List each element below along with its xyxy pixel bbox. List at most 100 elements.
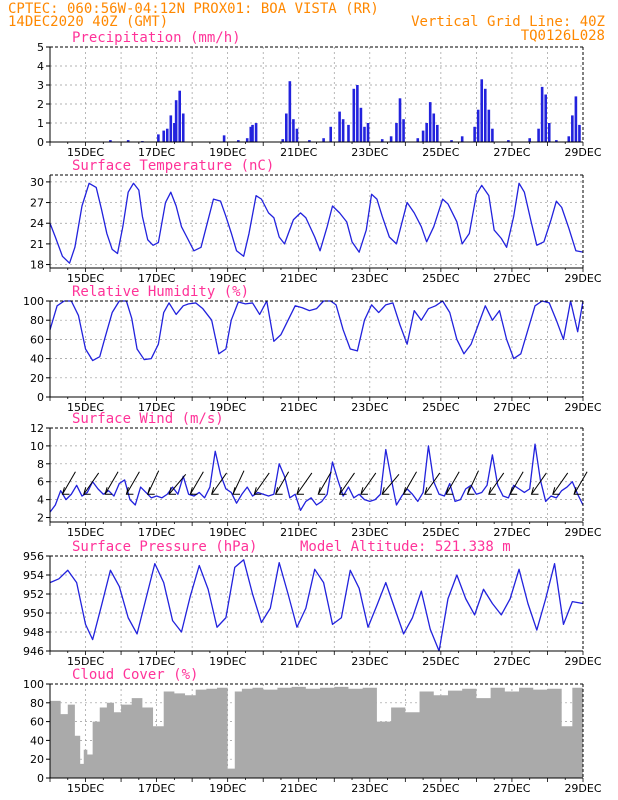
wind-arrow xyxy=(466,470,479,495)
wind-arrow xyxy=(211,472,227,495)
precip-bar xyxy=(537,128,540,142)
wind-arrow xyxy=(530,472,547,495)
rh-xtick-label: 21DEC xyxy=(280,401,317,414)
precip-bar xyxy=(450,140,453,142)
wind-arrow-head xyxy=(83,487,91,495)
precip-ytick-label: 3 xyxy=(37,79,44,92)
precip-xtick-label: 19DEC xyxy=(209,146,246,159)
wind-arrow-shaft xyxy=(296,472,313,495)
precip-bar xyxy=(473,126,476,142)
rh-xtick-label: 15DEC xyxy=(67,401,104,414)
precip-bar xyxy=(157,134,160,142)
header-station: CPTEC: 060:56W-04:12N PROX01: BOA VISTA … xyxy=(8,1,379,17)
wind-arrow-shaft xyxy=(573,471,588,495)
precip-ytick-label: 0 xyxy=(37,136,44,149)
precip-xtick-label: 23DEC xyxy=(351,146,388,159)
pressure-xtick-label: 25DEC xyxy=(422,655,459,668)
pressure-ytick-label: 948 xyxy=(23,626,44,639)
cloud-ytick-label: 20 xyxy=(30,753,44,766)
pressure-ytick-label: 952 xyxy=(23,588,44,601)
wind-xtick-label: 21DEC xyxy=(280,526,317,539)
wind-arrow-head xyxy=(211,487,219,495)
wind-arrow-head xyxy=(424,487,432,495)
cloud-xtick-label: 17DEC xyxy=(138,782,175,795)
wind-arrow-head xyxy=(104,487,113,495)
rh-title: Relative Humidity (%) xyxy=(72,284,249,300)
temp-series-line xyxy=(49,182,584,264)
wind-xtick-label: 19DEC xyxy=(209,526,246,539)
precip-bar xyxy=(366,123,370,142)
precip-ytick-label: 2 xyxy=(37,98,44,111)
wind-arrow-shaft xyxy=(381,474,400,495)
wind-arrow xyxy=(573,471,588,495)
wind-ytick-label: 12 xyxy=(30,422,44,435)
temp-xtick-label: 23DEC xyxy=(351,272,388,285)
cloud-area xyxy=(50,686,583,778)
wind-arrow-shaft xyxy=(147,470,160,495)
wind-arrow xyxy=(125,471,140,495)
precip-bar xyxy=(174,100,178,142)
precip-bar xyxy=(329,126,333,142)
wind-arrow xyxy=(104,471,119,495)
wind-arrow-head xyxy=(147,487,155,495)
precip-bar xyxy=(544,94,547,142)
precip-bar xyxy=(181,113,185,142)
pressure-xtick-label: 21DEC xyxy=(280,655,317,668)
wind-arrow xyxy=(189,471,204,495)
pressure-panel: 946 948 950 952 954 956 15DEC 17DEC 19DEC 21DEC 23… xyxy=(23,539,602,668)
precip-bar xyxy=(352,88,356,142)
precip-bar xyxy=(480,79,484,142)
wind-arrow-head xyxy=(168,487,177,495)
wind-arrow-shaft xyxy=(339,472,355,495)
pressure-xtick-label: 23DEC xyxy=(351,655,388,668)
rh-ytick-label: 80 xyxy=(30,314,44,327)
wind-arrow-shaft xyxy=(317,471,332,495)
precip-bar xyxy=(254,123,258,142)
pressure-series-line xyxy=(49,559,584,652)
wind-xtick-label: 15DEC xyxy=(67,526,104,539)
precip-bar xyxy=(292,119,295,142)
wind-arrow-head xyxy=(296,487,304,495)
precip-ytick-label: 1 xyxy=(37,117,44,130)
wind-series-line xyxy=(49,443,584,513)
wind-panel: 2 4 6 8 10 12 15DEC 17DEC 19DEC 21DEC 23DEC 25DEC 27… xyxy=(30,411,602,539)
rh-ytick-label: 60 xyxy=(30,333,44,346)
temp-ytick-label: 30 xyxy=(30,176,44,189)
rh-xtick-label: 29DEC xyxy=(564,401,601,414)
wind-arrow-shaft xyxy=(403,471,417,495)
temp-xtick-label: 25DEC xyxy=(422,272,459,285)
temp-ytick-label: 24 xyxy=(30,217,44,230)
rh-ytick-label: 40 xyxy=(30,353,44,366)
header-grid-note: Vertical Grid Line: 40Z xyxy=(411,14,605,30)
precip-bar xyxy=(528,138,531,142)
precip-bar xyxy=(416,138,420,142)
wind-ytick-label: 4 xyxy=(37,494,44,507)
rh-xtick-label: 17DEC xyxy=(138,401,175,414)
cloud-xtick-label: 19DEC xyxy=(209,782,246,795)
wind-arrow-head xyxy=(232,487,240,495)
wind-arrow-head xyxy=(189,487,198,495)
rh-xtick-label: 23DEC xyxy=(351,401,388,414)
wind-arrow-head xyxy=(125,487,134,495)
wind-arrow xyxy=(168,474,187,495)
wind-xtick-label: 27DEC xyxy=(493,526,530,539)
precip-bar xyxy=(341,119,345,142)
precip-bar xyxy=(251,124,254,142)
cloud-ytick-label: 40 xyxy=(30,734,44,747)
wind-ytick-label: 10 xyxy=(30,440,44,453)
precip-title: Precipitation (mm/h) xyxy=(72,30,241,46)
wind-arrow-shaft xyxy=(232,470,245,495)
precip-bar xyxy=(487,109,491,142)
wind-arrow xyxy=(360,472,377,495)
wind-arrow-shaft xyxy=(360,472,377,495)
precip-bar xyxy=(295,128,299,142)
precip-bar xyxy=(347,124,350,142)
cloud-ytick-label: 0 xyxy=(37,772,44,785)
precip-bar xyxy=(491,128,494,142)
precip-bar xyxy=(162,130,166,142)
wind-arrow xyxy=(424,472,441,495)
pressure-xtick-label: 15DEC xyxy=(67,655,104,668)
wind-arrow-shaft xyxy=(104,471,119,495)
precip-panel: 0 1 2 3 4 5 15DEC 17DEC 19DEC 21DEC 23DEC 25DEC 27DE… xyxy=(37,30,602,159)
